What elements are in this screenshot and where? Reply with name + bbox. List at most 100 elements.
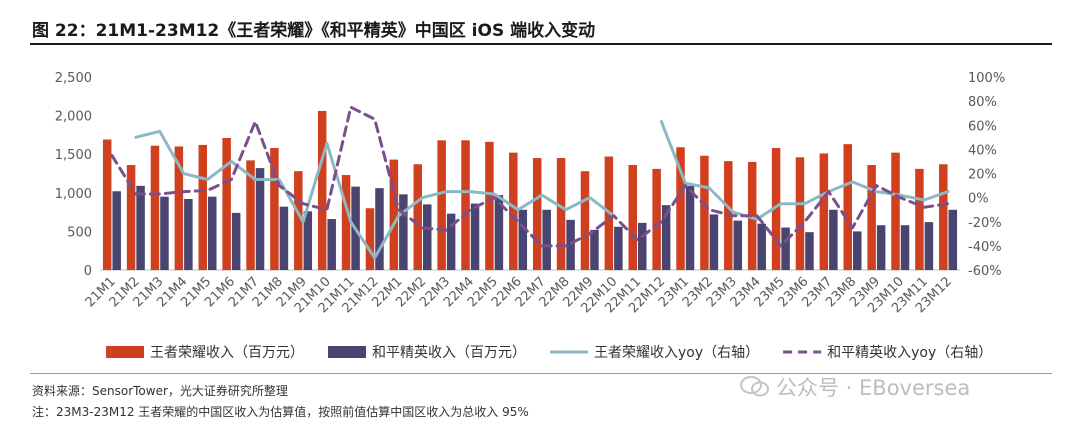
bar-hpjy-revenue <box>661 205 671 270</box>
bar-hpjy-revenue <box>829 209 838 270</box>
bar-hpjy-revenue <box>638 222 647 270</box>
bar-wzry-revenue <box>700 155 709 270</box>
bar-wzry-revenue <box>317 110 327 270</box>
bar-wzry-revenue <box>102 139 112 270</box>
bar-wzry-revenue <box>819 153 829 270</box>
bar-hpjy-revenue <box>136 185 145 270</box>
bar-wzry-revenue <box>365 208 375 270</box>
bar-wzry-revenue <box>843 144 852 270</box>
right-axis-tick-label: 40% <box>968 143 997 158</box>
bar-hpjy-revenue <box>399 194 408 270</box>
bar-wzry-revenue <box>652 168 661 270</box>
bar-hpjy-revenue <box>112 191 121 270</box>
bar-hpjy-revenue <box>566 219 575 270</box>
bar-wzry-revenue <box>485 141 494 270</box>
bar-wzry-revenue <box>676 147 685 270</box>
bar-wzry-revenue <box>628 165 637 270</box>
bar-wzry-revenue <box>891 152 900 270</box>
legend-swatch-wzry-revenue <box>106 346 144 358</box>
source-note: 资料来源：SensorTower，光大证券研究所整理 <box>32 384 288 398</box>
right-axis-tick-label: 0% <box>968 192 989 207</box>
bar-hpjy-revenue <box>542 209 551 270</box>
bar-wzry-revenue <box>867 165 876 270</box>
bar-hpjy-revenue <box>327 219 336 270</box>
bar-wzry-revenue <box>556 158 566 270</box>
bar-hpjy-revenue <box>160 196 169 270</box>
bar-wzry-revenue <box>915 168 924 270</box>
bar-hpjy-revenue <box>733 220 743 270</box>
bar-wzry-revenue <box>174 146 184 270</box>
right-axis-tick-label: 20% <box>968 168 997 183</box>
page-title: 图 22：21M1-23M12《王者荣耀》《和平精英》中国区 iOS 端收入变动 <box>32 21 596 41</box>
bar-hpjy-revenue <box>208 196 217 270</box>
title-underline <box>30 43 1052 45</box>
bar-wzry-revenue <box>413 164 422 270</box>
left-axis-tick-label: 1,000 <box>55 187 92 202</box>
bar-hpjy-revenue <box>900 225 910 270</box>
bar-wzry-revenue <box>198 144 207 270</box>
left-axis-tick-label: 2,000 <box>55 110 92 125</box>
left-axis-tick-label: 500 <box>67 225 92 240</box>
bar-wzry-revenue <box>795 157 805 270</box>
bar-wzry-revenue <box>939 164 948 270</box>
bar-hpjy-revenue <box>709 214 719 270</box>
bar-wzry-revenue <box>222 137 231 270</box>
bar-wzry-revenue <box>270 148 279 270</box>
bar-hpjy-revenue <box>518 209 528 270</box>
footnote: 注：23M3-23M12 王者荣耀的中国区收入为估算值，按照前值估算中国区收入为… <box>32 405 529 419</box>
right-axis-tick-label: -60% <box>968 264 1002 279</box>
bar-hpjy-revenue <box>494 195 504 270</box>
bar-hpjy-revenue <box>231 212 241 270</box>
legend-label: 和平精英收入（百万元） <box>372 344 526 361</box>
bar-hpjy-revenue <box>470 203 480 270</box>
left-axis-tick-label: 1,500 <box>55 148 92 163</box>
bar-wzry-revenue <box>150 145 160 270</box>
bar-hpjy-revenue <box>757 223 766 270</box>
left-axis-tick-label: 0 <box>84 264 92 279</box>
right-axis-tick-label: -40% <box>968 240 1002 255</box>
bar-hpjy-revenue <box>924 222 934 270</box>
right-axis-tick-label: -20% <box>968 216 1002 231</box>
bar-wzry-revenue <box>580 171 590 270</box>
bar-wzry-revenue <box>461 140 470 270</box>
bar-hpjy-revenue <box>876 225 886 270</box>
left-axis-tick-label: 2,500 <box>55 71 92 86</box>
bar-wzry-revenue <box>126 165 136 270</box>
bar-wzry-revenue <box>771 148 781 270</box>
bar-hpjy-revenue <box>853 231 862 270</box>
bar-hpjy-revenue <box>375 188 384 270</box>
bar-wzry-revenue <box>532 158 542 270</box>
watermark-text: 公众号 · EBoversea <box>776 376 971 400</box>
bar-hpjy-revenue <box>590 229 599 270</box>
bar-wzry-revenue <box>437 140 446 270</box>
bar-wzry-revenue <box>389 159 399 270</box>
bar-hpjy-revenue <box>805 232 814 270</box>
bar-hpjy-revenue <box>948 209 958 270</box>
right-axis-tick-label: 80% <box>968 95 997 110</box>
bar-wzry-revenue <box>341 175 351 270</box>
bar-hpjy-revenue <box>303 211 313 270</box>
footer-divider <box>30 373 1052 374</box>
legend-label: 王者荣耀收入yoy（右轴） <box>594 345 759 361</box>
bar-hpjy-revenue <box>423 204 432 270</box>
revenue-chart: 0 500 1,000 1,500 2,000 2,500 -60% -40% -20% 0% 20… <box>55 71 1005 361</box>
right-axis-tick-label: 100% <box>968 71 1005 86</box>
line-hpjy-yoy <box>110 105 950 248</box>
bar-hpjy-revenue <box>279 206 289 270</box>
legend-label: 王者荣耀收入（百万元） <box>150 345 304 361</box>
bar-hpjy-revenue <box>446 213 456 270</box>
bar-hpjy-revenue <box>614 226 623 270</box>
bar-hpjy-revenue <box>685 185 695 270</box>
bar-hpjy-revenue <box>255 168 265 270</box>
bar-wzry-revenue <box>246 160 255 270</box>
wechat-icon <box>740 376 769 397</box>
bar-wzry-revenue <box>294 171 303 270</box>
bar-hpjy-revenue <box>781 227 790 270</box>
legend-label: 和平精英收入yoy（右轴） <box>827 344 992 361</box>
legend-swatch-hpjy-revenue <box>328 346 366 358</box>
bar-wzry-revenue <box>509 152 518 270</box>
right-axis-tick-label: 60% <box>968 119 997 134</box>
line-wzry-yoy <box>134 120 950 260</box>
watermark: 公众号 · EBoversea <box>740 372 970 402</box>
bar-hpjy-revenue <box>184 198 193 270</box>
